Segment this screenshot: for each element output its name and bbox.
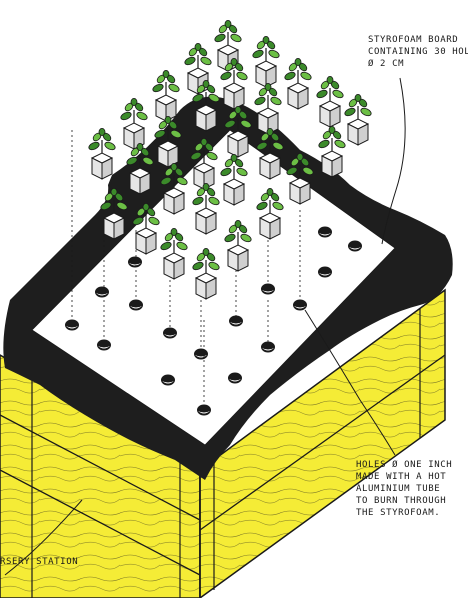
callout-line: Holes ø one inch xyxy=(356,460,453,470)
planting-hole-icon xyxy=(261,341,275,353)
callout-line: aluminium tube xyxy=(356,484,441,494)
leader-lines xyxy=(4,77,406,576)
planting-hole-icon xyxy=(293,299,307,311)
planting-hole-icon xyxy=(197,404,211,416)
callout-line: made with a hot xyxy=(356,472,447,482)
planting-hole-icon xyxy=(95,286,109,298)
seedling-cube-icon xyxy=(317,125,347,178)
planting-hole-icon xyxy=(161,374,175,386)
seedling-cube-icon xyxy=(253,82,283,135)
planting-hole-icon xyxy=(348,240,362,252)
callout-line: Styrofoam board xyxy=(368,35,459,45)
seedling-cube-icon xyxy=(119,97,149,150)
planting-hole-icon xyxy=(194,348,208,360)
callout-line: containing 30 holes xyxy=(368,47,468,57)
wooden-crate xyxy=(0,288,446,598)
callout-line: to burn through xyxy=(356,496,447,506)
callout-nursery-station: rsery station xyxy=(0,557,79,567)
callout-line: ø 2 cm xyxy=(368,59,405,69)
planting-hole-icon xyxy=(229,315,243,327)
planting-hole-icon xyxy=(261,283,275,295)
planting-hole-icon xyxy=(129,299,143,311)
callout-holes: Holes ø one inch made with a hot alumini… xyxy=(356,459,452,519)
seedling-cube-icon xyxy=(87,127,117,180)
planting-hole-icon xyxy=(318,266,332,278)
seedling-cube-icon xyxy=(315,75,345,128)
seedling-cube-icon xyxy=(151,69,181,122)
callout-styrofoam-board: Styrofoam board containing 30 holes ø 2 … xyxy=(368,34,468,70)
planting-hole-icon xyxy=(163,327,177,339)
seedling-cube-icon xyxy=(251,35,281,88)
planting-hole-icon xyxy=(65,319,79,331)
seedling-cube-icon xyxy=(283,57,313,110)
callout-line: the styrofoam. xyxy=(356,508,441,518)
planting-hole-icon xyxy=(128,256,142,268)
seedling-cube-icon xyxy=(343,93,373,146)
planting-hole-icon xyxy=(318,226,332,238)
planting-hole-icon xyxy=(97,339,111,351)
planting-hole-icon xyxy=(228,372,242,384)
